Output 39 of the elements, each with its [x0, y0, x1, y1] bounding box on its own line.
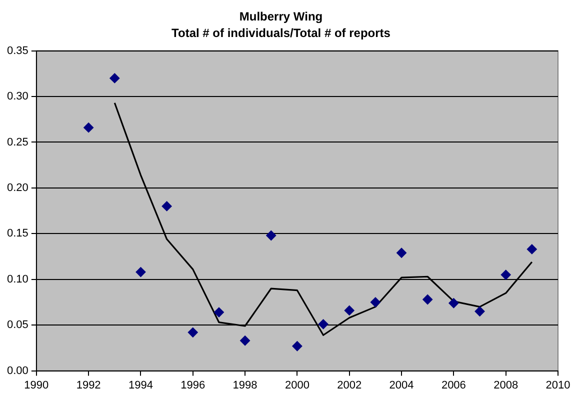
- point: [526, 244, 537, 254]
- point: [344, 305, 354, 316]
- x-tick-label: 1992: [76, 379, 101, 392]
- point: [84, 122, 94, 133]
- x-tick-label: 2000: [284, 379, 310, 392]
- chart-subtitle: Total # of individuals/Total # of reports: [172, 26, 391, 40]
- point: [240, 336, 250, 346]
- y-tick-label: 0.30: [6, 90, 28, 103]
- point: [448, 298, 459, 308]
- y-tick-label: 0.05: [6, 319, 28, 332]
- point: [110, 73, 120, 84]
- y-tick-label: 0.10: [6, 273, 28, 286]
- point: [474, 306, 485, 316]
- y-tick-label: 0.15: [6, 228, 28, 240]
- y-tick-label: 0.20: [6, 182, 28, 194]
- point: [136, 267, 146, 278]
- x-tick-label: 1990: [24, 379, 49, 392]
- x-tick-label: 2004: [389, 379, 414, 392]
- point: [370, 297, 380, 308]
- point: [396, 248, 407, 258]
- y-tick-label: 0.00: [6, 364, 28, 377]
- y-tick-label: 0.35: [6, 44, 28, 57]
- point: [214, 307, 224, 318]
- point: [188, 327, 198, 338]
- point: [422, 294, 433, 304]
- x-tick-label: 2010: [546, 379, 570, 392]
- point: [266, 230, 276, 240]
- point: [162, 201, 172, 212]
- x-tick-label: 1998: [232, 379, 258, 392]
- point: [292, 341, 302, 352]
- x-tick-label: 1994: [128, 379, 153, 392]
- x-tick-label: 2002: [337, 379, 362, 392]
- y-tick-label: 0.25: [6, 136, 28, 148]
- chart-title: Mulberry Wing: [239, 10, 323, 24]
- x-tick-label: 2008: [494, 379, 518, 392]
- x-tick-label: 2006: [441, 379, 466, 392]
- x-tick-label: 1996: [180, 379, 206, 392]
- point: [500, 270, 511, 280]
- point: [318, 319, 328, 330]
